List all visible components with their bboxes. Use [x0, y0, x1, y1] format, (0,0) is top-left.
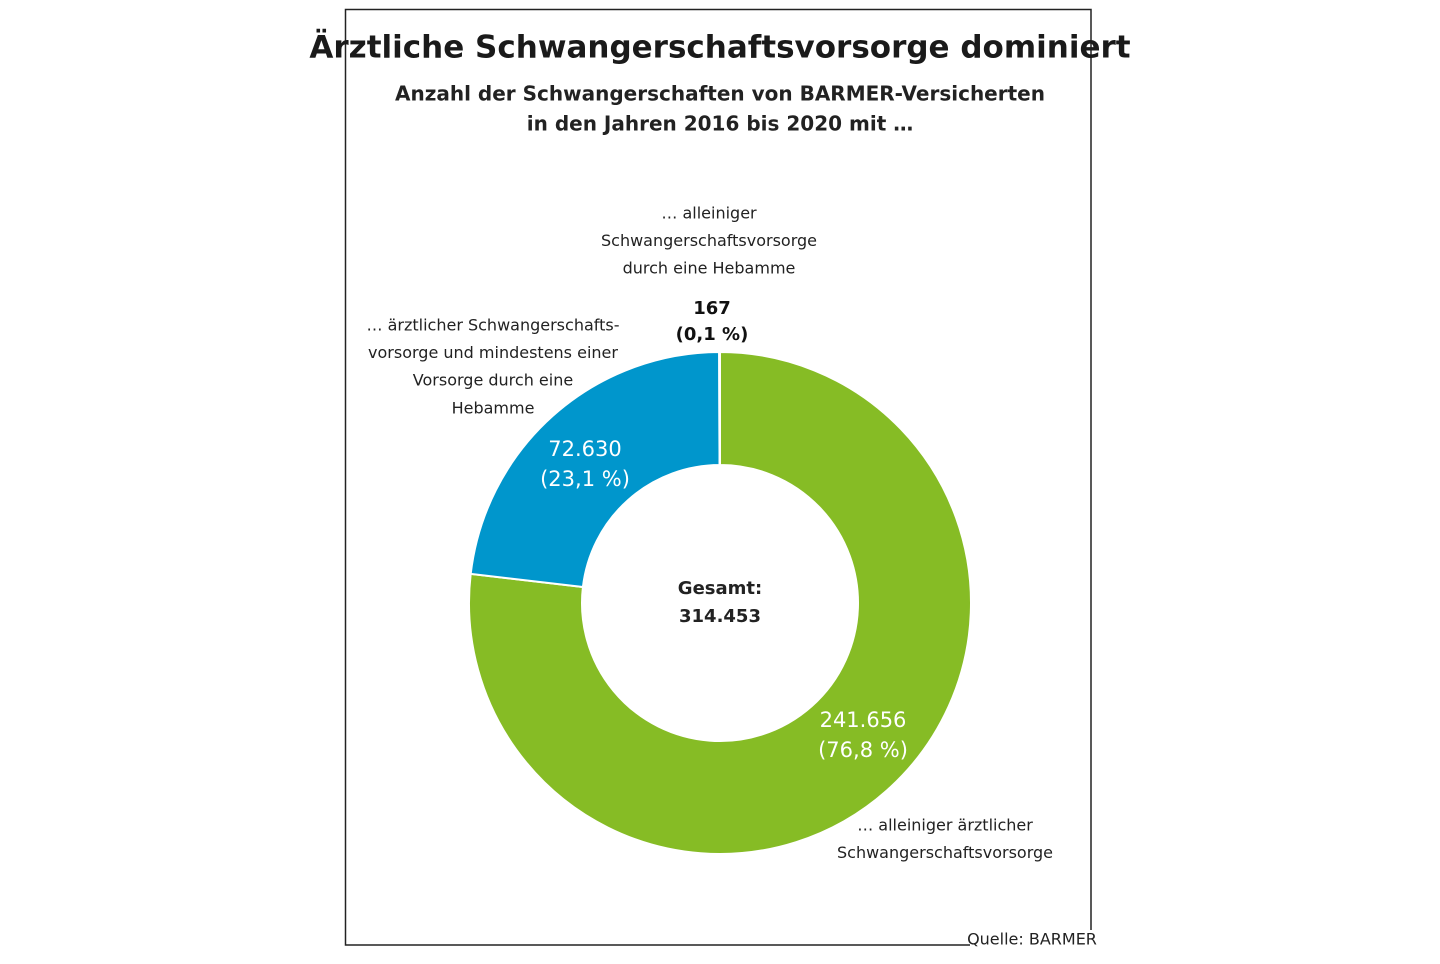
share-label: (23,1 %) [540, 467, 630, 491]
chart-subtitle: in den Jahren 2016 bis 2020 mit … [527, 112, 913, 136]
frame [344, 8, 1092, 946]
slice [469, 350, 721, 589]
source: Quelle: BARMER [967, 930, 1097, 949]
value-label: 167 [693, 298, 731, 319]
category-label: durch eine Hebamme [623, 259, 796, 278]
category-label: vorsorge und mindestens einer [368, 343, 618, 362]
slice [718, 350, 721, 467]
category-label: Schwangerschaftsvorsorge [837, 843, 1053, 862]
value-label: 241.656 [820, 708, 907, 732]
center-label: Gesamt: [678, 578, 762, 599]
share-label: (0,1 %) [676, 324, 749, 345]
chart-subtitle: Anzahl der Schwangerschaften von BARMER-… [395, 82, 1045, 106]
slice [468, 350, 972, 855]
category-label: Schwangerschaftsvorsorge [601, 231, 817, 250]
category-label: Vorsorge durch eine [413, 371, 573, 390]
category-label: … ärztlicher Schwangerschafts- [367, 316, 620, 335]
total-label: 314.453 [679, 606, 761, 627]
share-label: (76,8 %) [818, 738, 908, 762]
chart-title: Ärztliche Schwangerschaftsvorsorge domin… [309, 30, 1130, 66]
category-label: Hebamme [452, 398, 535, 417]
category-label: … alleiniger [661, 204, 757, 223]
category-label: … alleiniger ärztlicher [857, 816, 1033, 835]
value-label: 72.630 [548, 437, 621, 461]
